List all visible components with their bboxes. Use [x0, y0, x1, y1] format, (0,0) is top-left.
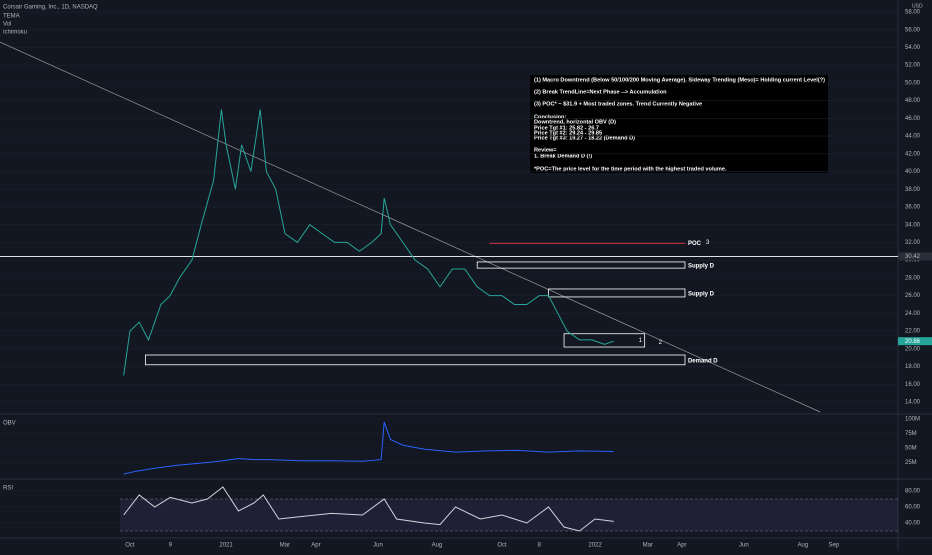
y-tick-label: 60.00	[905, 505, 921, 511]
annotation-line: Price Tgt #3: 19.27 - 18.22 (Demand D)	[534, 135, 635, 141]
x-tick-label: Apr	[311, 543, 320, 549]
y-tick-label: 18.00	[905, 364, 921, 370]
x-tick-label: Jun	[373, 543, 383, 549]
x-tick-label: 9	[169, 543, 173, 549]
y-tick-label: 42.00	[905, 151, 921, 157]
x-tick-label: Mar	[280, 543, 290, 549]
price-tag-label: 30.42	[905, 254, 921, 260]
currency: USD	[912, 3, 923, 9]
panel-title: RSI	[3, 486, 13, 492]
zone-box	[548, 288, 686, 298]
series-line	[123, 109, 614, 376]
zone-box	[145, 354, 686, 366]
annotation-box	[530, 75, 828, 173]
x-tick-label: 2021	[219, 543, 233, 549]
last-price-tag	[898, 337, 932, 346]
trendline	[0, 41, 821, 413]
y-tick-label: 25M	[905, 460, 917, 466]
y-tick-label: 50M	[905, 446, 917, 452]
series-line	[123, 421, 614, 475]
x-tick-label: Mar	[643, 543, 653, 549]
x-tick-label: Aug	[432, 543, 443, 549]
rsi-band-fill	[120, 499, 898, 531]
zone-note: 2	[659, 340, 663, 346]
annotation-line: (1) Macro Downtrend (Below 50/100/200 Mo…	[534, 77, 825, 83]
y-tick-label: 75M	[905, 431, 917, 437]
annotation-line: Downtrend, horizontal OBV (D)	[534, 119, 616, 125]
last-price-label: 20.86	[905, 339, 921, 345]
y-tick-label: 80.00	[905, 489, 921, 495]
y-tick-label: 48.00	[905, 98, 921, 104]
y-tick-label: 54.00	[905, 45, 921, 51]
annotation-line: Review=	[534, 147, 557, 153]
y-tick-label: 36.00	[905, 205, 921, 211]
y-tick-label: 58.00	[905, 10, 921, 16]
y-tick-label: 30.00	[905, 258, 921, 264]
symbol-title: Corsair Gaming, Inc., 1D, NASDAQ	[3, 5, 98, 11]
y-tick-label: 56.00	[905, 27, 921, 33]
y-tick-label: 32.00	[905, 240, 921, 246]
zone-label: 1	[639, 338, 643, 344]
y-tick-label: 46.00	[905, 116, 921, 122]
poc-number: 3	[706, 240, 710, 246]
y-tick-label: 26.00	[905, 293, 921, 299]
annotation-line: (2) Break TrendLine=Next Phase --> Accum…	[534, 89, 667, 95]
panel-title: OBV	[3, 421, 16, 427]
annotation-line: Conclusion:	[534, 114, 566, 120]
x-tick-label: Jun	[739, 543, 749, 549]
annotation-line: *POC=The price level for the time period…	[534, 166, 727, 172]
y-tick-label: 34.00	[905, 222, 921, 228]
y-tick-label: 40.00	[905, 521, 921, 527]
indicator: Ichimoku	[3, 30, 27, 36]
annotation-line: (3) POC* ~ $31.9 + Most traded zones. Tr…	[534, 101, 702, 107]
x-tick-label: Oct	[497, 543, 507, 549]
price-tag	[898, 252, 932, 261]
x-tick-label: Apr	[677, 543, 686, 549]
annotation-line: Price Tgt #1: 25.82 - 26.7	[534, 125, 599, 131]
zone-label: Supply D	[688, 264, 715, 270]
y-tick-label: 40.00	[905, 169, 921, 175]
y-tick-label: 100M	[905, 417, 920, 423]
y-tick-label: 22.00	[905, 329, 921, 335]
x-tick-label: 8	[538, 543, 542, 549]
poc-label: POC	[688, 241, 702, 247]
indicator: Vol	[3, 22, 11, 28]
zone-label: Demand D	[688, 358, 718, 364]
annotation-line: Price Tgt #2: 29.24 - 29.85	[534, 130, 602, 136]
indicator: TEMA	[3, 14, 20, 20]
y-tick-label: 28.00	[905, 275, 921, 281]
y-tick-label: 50.00	[905, 80, 921, 86]
y-tick-label: 24.00	[905, 311, 921, 317]
y-tick-label: 38.00	[905, 187, 921, 193]
y-tick-label: 44.00	[905, 134, 921, 140]
x-tick-label: Oct	[125, 543, 135, 549]
y-tick-label: 14.00	[905, 400, 921, 406]
zone-box	[476, 261, 686, 269]
x-tick-label: Aug	[797, 543, 808, 549]
y-tick-label: 52.00	[905, 63, 921, 69]
x-tick-label: Sep	[828, 543, 839, 549]
annotation-line: 1. Break Demand D (!)	[534, 153, 592, 159]
zone-label: Supply D	[688, 292, 715, 298]
series-line	[123, 486, 614, 532]
y-tick-label: 20.00	[905, 346, 921, 352]
y-tick-label: 16.00	[905, 382, 921, 388]
x-tick-label: 2022	[588, 543, 602, 549]
zone-box	[563, 333, 646, 348]
